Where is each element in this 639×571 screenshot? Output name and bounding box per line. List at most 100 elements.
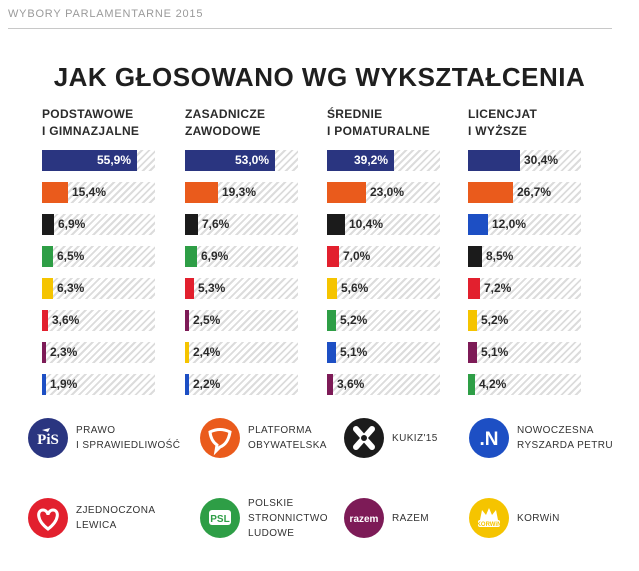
bar-value-label: 7,6%	[202, 217, 230, 231]
legend-logo: KORWiN	[469, 498, 509, 538]
bar-track	[185, 374, 298, 395]
legend-label: NOWOCZESNA RYSZARDA PETRU	[517, 423, 637, 453]
column-title-line: ZAWODOWE	[185, 124, 261, 138]
bar-nowoczesna	[185, 374, 189, 395]
legend-label-line: PLATFORMA	[248, 425, 312, 436]
bar-value-label: 6,3%	[57, 281, 85, 295]
legend-label-line: OBYWATELSKA	[248, 440, 327, 451]
bar-psl	[185, 246, 197, 267]
bar-razem	[42, 342, 46, 363]
bar-value-label: 3,6%	[337, 377, 365, 391]
legend-logo	[344, 418, 384, 458]
bar-value-label: 15,4%	[72, 185, 107, 199]
header-label: WYBORY PARLAMENTARNE 2015	[8, 8, 204, 20]
column-title: PODSTAWOWE I GIMNAZJALNE	[42, 106, 162, 140]
bar-kukiz	[185, 214, 198, 235]
bar-value-label: 10,4%	[349, 217, 384, 231]
bar-track	[185, 214, 298, 235]
column-title-line: I WYŻSZE	[468, 124, 528, 138]
legend-logo	[200, 418, 240, 458]
bar-kukiz	[42, 214, 54, 235]
column-title-line: I POMATURALNE	[327, 124, 431, 138]
svg-text:PSL: PSL	[210, 514, 229, 525]
legend-label-line: I SPRAWIEDLIWOŚĆ	[76, 440, 181, 451]
bar-track	[185, 310, 298, 331]
bar-korwin	[468, 310, 477, 331]
bar-track	[42, 214, 155, 235]
column-title-line: ZASADNICZE	[185, 107, 266, 121]
bar-value-label: 23,0%	[370, 185, 405, 199]
legend-label-line: LEWICA	[76, 520, 117, 531]
bar-track	[327, 310, 440, 331]
bar-pis	[468, 150, 520, 171]
bar-track	[468, 214, 581, 235]
bar-zl	[42, 310, 48, 331]
bar-value-label: 30,4%	[524, 153, 559, 167]
legend-logo: .N	[469, 418, 509, 458]
bar-zl	[468, 278, 480, 299]
bar-track	[42, 342, 155, 363]
legend-label-line: PRAWO	[76, 425, 116, 436]
bar-value-label: 6,5%	[57, 249, 85, 263]
legend-logo: PiS	[28, 418, 68, 458]
bar-value-label: 2,2%	[193, 377, 221, 391]
column-title-line: LICENCJAT	[468, 107, 538, 121]
bar-track	[42, 310, 155, 331]
bar-value-label: 19,3%	[222, 185, 257, 199]
legend-label-line: RAZEM	[392, 512, 429, 524]
bar-value-label: 12,0%	[492, 217, 527, 231]
bar-value-label: 5,3%	[198, 281, 226, 295]
bar-track	[468, 310, 581, 331]
column-title: LICENCJAT I WYŻSZE	[468, 106, 588, 140]
bar-track	[42, 278, 155, 299]
bar-value-label: 5,2%	[340, 313, 368, 327]
bar-value-label: 6,9%	[201, 249, 229, 263]
bar-pis	[185, 150, 275, 171]
bar-track	[327, 214, 440, 235]
bar-track	[185, 342, 298, 363]
bar-track	[185, 278, 298, 299]
bar-zl	[327, 246, 339, 267]
legend-logo: PSL	[200, 498, 240, 538]
bar-track	[468, 246, 581, 267]
bar-pis	[327, 150, 394, 171]
bar-value-label: 2,3%	[50, 345, 78, 359]
svg-text:.N: .N	[480, 429, 499, 450]
legend-label: KUKIZ'15	[392, 431, 512, 446]
bar-po	[468, 182, 513, 203]
bar-po	[185, 182, 218, 203]
column-title-line: PODSTAWOWE	[42, 107, 134, 121]
legend-label-line: KORWiN	[517, 512, 560, 524]
legend-label: ZJEDNOCZONA LEWICA	[76, 503, 196, 533]
legend-logo	[28, 498, 68, 538]
bar-nowoczesna	[42, 374, 46, 395]
bar-track	[468, 278, 581, 299]
korwin-logo-icon: KORWiN	[469, 498, 509, 538]
column-title-line: I GIMNAZJALNE	[42, 124, 140, 138]
bar-pis	[42, 150, 137, 171]
header-divider	[8, 28, 612, 29]
bar-nowoczesna	[468, 214, 488, 235]
bar-track	[468, 374, 581, 395]
bar-value-label: 5,1%	[481, 345, 509, 359]
zl-logo-icon	[28, 498, 68, 538]
legend-label-line: LUDOWE	[248, 527, 295, 539]
bar-korwin	[327, 278, 337, 299]
bar-track	[42, 374, 155, 395]
bar-zl	[185, 278, 194, 299]
bar-value-label: 5,2%	[481, 313, 509, 327]
bar-track	[185, 246, 298, 267]
legend-label: PRAWO I SPRAWIEDLIWOŚĆ	[76, 423, 196, 453]
bar-track	[42, 182, 155, 203]
legend-label: POLSKIE STRONNICTWO LUDOWE	[248, 496, 368, 541]
bar-value-label: 1,9%	[50, 377, 78, 391]
bar-value-label: 39,2%	[353, 153, 388, 167]
column-title: ZASADNICZE ZAWODOWE	[185, 106, 305, 140]
bar-psl	[468, 374, 475, 395]
bar-value-label: 53,0%	[234, 153, 269, 167]
bar-value-label: 2,5%	[193, 313, 221, 327]
bar-value-label: 5,1%	[340, 345, 368, 359]
bar-psl	[327, 310, 336, 331]
legend-logo: razem	[344, 498, 384, 538]
legend-label: RAZEM	[392, 511, 512, 526]
